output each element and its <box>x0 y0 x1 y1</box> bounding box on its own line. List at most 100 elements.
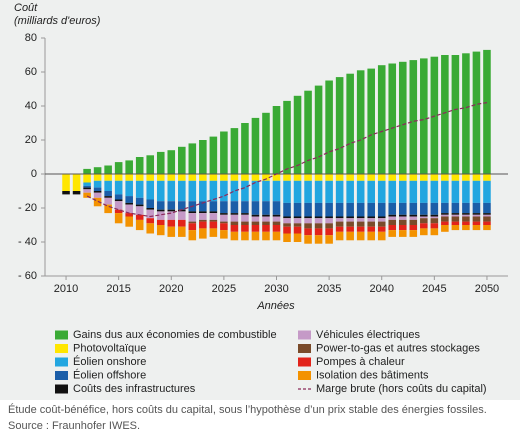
bar-segment <box>178 146 186 174</box>
bar-segment <box>441 180 449 203</box>
bar-segment <box>314 218 323 224</box>
bar-segment <box>451 180 460 203</box>
bar-segment <box>251 180 260 202</box>
bar-segment <box>325 218 333 224</box>
bar-segment <box>251 216 260 222</box>
bar-segment <box>398 214 407 217</box>
bar-segment <box>188 211 197 214</box>
bar-segment <box>346 202 354 217</box>
bar-segment <box>430 218 439 224</box>
bar-segment <box>146 218 155 224</box>
bar-segment <box>441 221 449 225</box>
bar-segment <box>262 214 270 217</box>
bar-segment <box>83 187 91 190</box>
bar-segment <box>209 180 218 202</box>
bar-segment <box>441 202 449 214</box>
bar-segment <box>178 211 186 220</box>
bar-segment <box>125 180 133 197</box>
bar-segment <box>314 85 323 174</box>
bar-segment <box>93 187 102 191</box>
x-tick-label: 2040 <box>369 283 393 295</box>
bar-segment <box>220 214 228 222</box>
bar-segment <box>409 202 418 215</box>
bar-segment <box>93 192 102 198</box>
bar-segment <box>241 174 249 181</box>
bar-segment <box>209 174 218 181</box>
bar-segment <box>304 180 312 203</box>
bar-segment <box>167 174 176 181</box>
bar-segment <box>262 112 270 174</box>
bar-segment <box>483 180 491 203</box>
bar-segment <box>125 213 133 217</box>
bar-segment <box>325 174 333 181</box>
bar-segment <box>93 191 102 193</box>
bar-segment <box>272 201 281 215</box>
bar-segment <box>483 221 491 225</box>
bar-segment <box>188 230 197 241</box>
bar-segment <box>230 128 239 174</box>
bar-segment <box>367 216 375 219</box>
legend-label: Marge brute (hors coûts du capital) <box>316 383 487 395</box>
bar-segment <box>188 213 197 222</box>
bar-segment <box>272 180 281 202</box>
bar-segment <box>283 174 291 181</box>
bar-segment <box>335 218 344 222</box>
bar-segment <box>346 174 354 181</box>
x-tick-label: 2025 <box>212 283 236 295</box>
bar-segment <box>441 213 449 215</box>
x-tick-label: 2015 <box>106 283 130 295</box>
y-tick-label: - 40 <box>18 236 37 248</box>
bar-segment <box>188 143 197 174</box>
y-tick-label: - 20 <box>18 202 37 214</box>
bar-segment <box>462 213 470 215</box>
bar-segment <box>220 213 228 215</box>
bar-segment <box>125 174 133 181</box>
y-tick-label: 20 <box>25 134 37 146</box>
bar-segment <box>146 155 155 174</box>
bar-segment <box>251 174 260 181</box>
bar-segment <box>146 208 155 210</box>
bar-segment <box>388 216 397 220</box>
bar-segment <box>420 216 428 219</box>
bar-segment <box>472 174 481 181</box>
bar-segment <box>356 180 365 203</box>
bar-segment <box>356 226 365 232</box>
bar-segment <box>367 174 375 181</box>
bar-segment <box>199 180 207 202</box>
bar-segment <box>156 211 165 220</box>
bar-segment <box>262 216 270 222</box>
bar-segment <box>62 191 70 195</box>
bar-segment <box>220 223 228 231</box>
bar-segment <box>367 218 375 222</box>
bar-segment <box>483 225 491 231</box>
bar-segment <box>167 226 176 237</box>
bar-segment <box>462 216 470 222</box>
bar-segment <box>199 219 207 222</box>
bar-segment <box>409 230 418 237</box>
bar-segment <box>462 221 470 225</box>
bar-segment <box>83 168 91 174</box>
bar-segment <box>93 180 102 188</box>
bar-segment <box>72 174 81 191</box>
bar-segment <box>304 202 312 217</box>
bar-segment <box>346 216 354 219</box>
bar-segment <box>104 191 112 197</box>
bar-segment <box>430 56 439 175</box>
bar-segment <box>83 174 91 183</box>
legend-swatch <box>55 344 68 353</box>
bar-segment <box>430 174 439 181</box>
bar-segment <box>178 226 186 237</box>
bar-segment <box>220 230 228 239</box>
bar-segment <box>272 214 281 217</box>
bar-segment <box>451 55 460 174</box>
bar-segment <box>377 231 386 241</box>
bar-segment <box>283 100 291 174</box>
bar-segment <box>293 218 302 224</box>
bar-segment <box>251 214 260 217</box>
bar-segment <box>409 219 418 225</box>
bar-segment <box>356 70 365 174</box>
bar-segment <box>367 68 375 174</box>
bar-segment <box>388 180 397 203</box>
bar-segment <box>93 174 102 181</box>
bar-segment <box>178 180 186 202</box>
